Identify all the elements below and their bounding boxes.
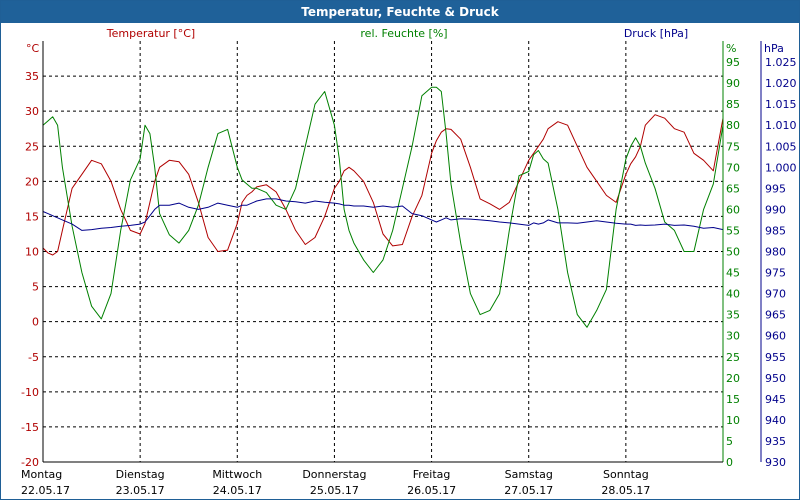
temperature-tick-label: 30 xyxy=(25,105,39,118)
temperature-tick-label: 15 xyxy=(25,210,39,223)
temperature-tick-label: 20 xyxy=(25,175,39,188)
humidity-tick-label: 40 xyxy=(726,288,740,301)
pressure-tick-label: 1.015 xyxy=(765,98,797,111)
humidity-tick-label: 60 xyxy=(726,203,740,216)
temperature-tick-label: 35 xyxy=(25,70,39,83)
x-tick-date: 23.05.17 xyxy=(116,484,165,497)
x-tick-day: Dienstag xyxy=(116,468,165,481)
humidity-tick-label: 15 xyxy=(726,393,740,406)
pressure-tick-label: 990 xyxy=(765,203,786,216)
x-tick-day: Freitag xyxy=(413,468,451,481)
humidity-tick-label: 30 xyxy=(726,330,740,343)
pressure-tick-label: 930 xyxy=(765,456,786,469)
humidity-tick-label: 80 xyxy=(726,119,740,132)
x-tick-date: 26.05.17 xyxy=(407,484,456,497)
temperature-axis-label: Temperatur [°C] xyxy=(106,27,195,40)
tick-labels: -20 -15 -10 -5 0 5 10 15 20 25 30 35 0 5 10 15 20 25 30 35 4… xyxy=(21,56,797,497)
temperature-tick-label: -5 xyxy=(28,351,39,364)
pressure-tick-label: 970 xyxy=(765,288,786,301)
humidity-tick-label: 90 xyxy=(726,77,740,90)
x-tick-day: Samstag xyxy=(505,468,553,481)
x-tick-day: Sonntag xyxy=(603,468,649,481)
humidity-tick-label: 85 xyxy=(726,98,740,111)
pressure-tick-label: 950 xyxy=(765,372,786,385)
pressure-tick-label: 1.025 xyxy=(765,56,797,69)
pressure-tick-label: 935 xyxy=(765,435,786,448)
temperature-tick-label: -10 xyxy=(21,386,39,399)
temperature-tick-label: -15 xyxy=(21,421,39,434)
pressure-tick-label: 975 xyxy=(765,267,786,280)
series-lines xyxy=(42,86,724,328)
humidity-unit: % xyxy=(726,42,736,55)
series-pressure xyxy=(42,198,724,231)
temperature-tick-label: -20 xyxy=(21,456,39,469)
humidity-tick-label: 0 xyxy=(726,456,733,469)
x-tick-date: 24.05.17 xyxy=(213,484,262,497)
humidity-tick-label: 5 xyxy=(726,435,733,448)
window-title: Temperatur, Feuchte & Druck xyxy=(1,1,799,23)
humidity-tick-label: 65 xyxy=(726,182,740,195)
humidity-tick-label: 45 xyxy=(726,267,740,280)
pressure-tick-label: 955 xyxy=(765,351,786,364)
pressure-tick-label: 1.000 xyxy=(765,161,797,174)
x-tick-date: 27.05.17 xyxy=(504,484,553,497)
humidity-tick-label: 25 xyxy=(726,351,740,364)
x-tick-day: Donnerstag xyxy=(302,468,366,481)
temperature-tick-label: 10 xyxy=(25,246,39,259)
x-tick-date: 25.05.17 xyxy=(310,484,359,497)
pressure-tick-label: 965 xyxy=(765,309,786,322)
x-tick-date: 28.05.17 xyxy=(601,484,650,497)
temperature-unit: °C xyxy=(26,42,40,55)
humidity-tick-label: 35 xyxy=(726,309,740,322)
pressure-tick-label: 985 xyxy=(765,224,786,237)
chart: Temperatur [°C] rel. Feuchte [%] Druck [… xyxy=(21,27,797,497)
pressure-tick-label: 945 xyxy=(765,393,786,406)
x-tick-day: Montag xyxy=(21,468,62,481)
pressure-tick-label: 940 xyxy=(765,414,786,427)
series-temperature xyxy=(42,114,724,256)
x-tick-date: 22.05.17 xyxy=(21,484,70,497)
pressure-tick-label: 1.020 xyxy=(765,77,797,90)
humidity-tick-label: 55 xyxy=(726,224,740,237)
pressure-unit: hPa xyxy=(764,42,784,55)
temperature-tick-label: 5 xyxy=(32,281,39,294)
humidity-tick-label: 50 xyxy=(726,246,740,259)
series-humidity xyxy=(42,86,724,328)
humidity-tick-label: 75 xyxy=(726,140,740,153)
pressure-tick-label: 995 xyxy=(765,182,786,195)
pressure-tick-label: 960 xyxy=(765,330,786,343)
x-tick-day: Mittwoch xyxy=(212,468,262,481)
pressure-tick-label: 980 xyxy=(765,246,786,259)
temperature-tick-label: 25 xyxy=(25,140,39,153)
humidity-tick-label: 95 xyxy=(726,56,740,69)
humidity-tick-label: 10 xyxy=(726,414,740,427)
humidity-tick-label: 20 xyxy=(726,372,740,385)
pressure-axis-label: Druck [hPa] xyxy=(624,27,688,40)
temperature-tick-label: 0 xyxy=(32,316,39,329)
grid xyxy=(43,41,723,462)
humidity-axis-label: rel. Feuchte [%] xyxy=(360,27,447,40)
pressure-tick-label: 1.005 xyxy=(765,140,797,153)
pressure-tick-label: 1.010 xyxy=(765,119,797,132)
humidity-tick-label: 70 xyxy=(726,161,740,174)
